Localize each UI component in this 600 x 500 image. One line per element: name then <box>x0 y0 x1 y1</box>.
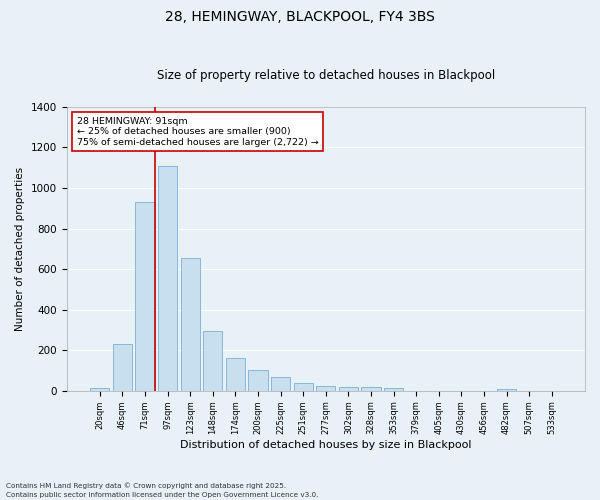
Bar <box>181 258 200 391</box>
X-axis label: Distribution of detached houses by size in Blackpool: Distribution of detached houses by size … <box>180 440 472 450</box>
Bar <box>316 386 335 391</box>
Bar <box>203 331 223 391</box>
Title: Size of property relative to detached houses in Blackpool: Size of property relative to detached ho… <box>157 69 495 82</box>
Bar <box>497 389 516 391</box>
Bar <box>271 376 290 391</box>
Bar <box>158 166 177 391</box>
Bar <box>248 370 268 391</box>
Bar <box>226 358 245 391</box>
Text: 28, HEMINGWAY, BLACKPOOL, FY4 3BS: 28, HEMINGWAY, BLACKPOOL, FY4 3BS <box>165 10 435 24</box>
Text: 28 HEMINGWAY: 91sqm
← 25% of detached houses are smaller (900)
75% of semi-detac: 28 HEMINGWAY: 91sqm ← 25% of detached ho… <box>77 116 319 146</box>
Bar <box>293 383 313 391</box>
Bar <box>90 388 109 391</box>
Text: Contains HM Land Registry data © Crown copyright and database right 2025.
Contai: Contains HM Land Registry data © Crown c… <box>6 482 319 498</box>
Bar <box>361 387 380 391</box>
Bar <box>136 202 155 391</box>
Y-axis label: Number of detached properties: Number of detached properties <box>15 167 25 331</box>
Bar <box>339 387 358 391</box>
Bar <box>384 388 403 391</box>
Bar <box>113 344 132 391</box>
